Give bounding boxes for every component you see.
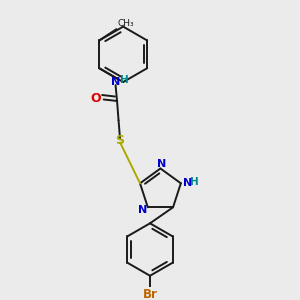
Text: N: N bbox=[111, 76, 120, 87]
Text: Br: Br bbox=[142, 288, 158, 300]
Text: O: O bbox=[90, 92, 101, 105]
Text: S: S bbox=[116, 134, 124, 147]
Text: H: H bbox=[190, 177, 198, 187]
Text: H: H bbox=[119, 75, 128, 85]
Text: N: N bbox=[138, 205, 147, 215]
Text: N: N bbox=[183, 178, 192, 188]
Text: N: N bbox=[157, 159, 167, 169]
Text: CH₃: CH₃ bbox=[118, 19, 135, 28]
